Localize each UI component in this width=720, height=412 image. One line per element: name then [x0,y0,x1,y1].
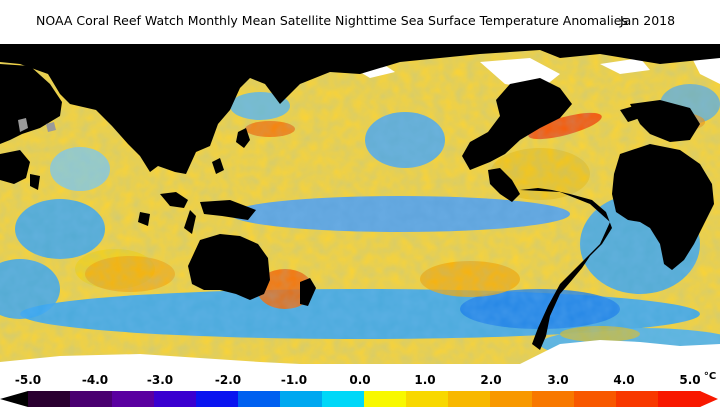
colorbar-segment [112,391,155,407]
sst-anomaly-map [0,44,720,364]
unit-label: °C [703,371,717,382]
colorbar-segment [238,391,281,407]
tick-label: 4.0 [613,373,635,387]
tick-label: -2.0 [214,373,242,387]
tick-label: -3.0 [146,373,174,387]
colorbar-max-arrow [700,391,718,407]
map-date: Jan 2018 [620,13,676,28]
colorbar-segment [532,391,575,407]
tick-label: -5.0 [14,373,42,387]
map-canvas [0,44,720,364]
map-title: NOAA Coral Reef Watch Monthly Mean Satel… [36,13,628,28]
colorbar-min-arrow [0,391,28,407]
colorbar-segment [448,391,491,407]
colorbar-segment [616,391,659,407]
colorbar-segment [70,391,113,407]
tick-label: 1.0 [414,373,436,387]
colorbar-segment [196,391,239,407]
colorbar-segment [364,391,407,407]
colorbar-segment [658,391,701,407]
colorbar-segment [322,391,365,407]
inland-lakes [18,118,56,132]
tick-label: 2.0 [480,373,502,387]
colorbar-segment [406,391,449,407]
colorbar-tick-labels: -5.0 -4.0 -3.0 -2.0 -1.0 0.0 1.0 2.0 3.0… [0,371,720,391]
landmasses [0,44,720,350]
tick-label: -4.0 [81,373,109,387]
colorbar-segment [280,391,323,407]
colorbar [0,390,720,408]
tick-label: -1.0 [280,373,308,387]
tick-label: 3.0 [547,373,569,387]
tick-label: 0.0 [349,373,371,387]
colorbar-segment [28,391,71,407]
colorbar-graphic [0,391,718,407]
map-title-bar: NOAA Coral Reef Watch Monthly Mean Satel… [0,0,720,44]
colorbar-segment [154,391,197,407]
colorbar-segment [574,391,617,407]
tick-label: 5.0 [679,373,701,387]
colorbar-segment [490,391,533,407]
